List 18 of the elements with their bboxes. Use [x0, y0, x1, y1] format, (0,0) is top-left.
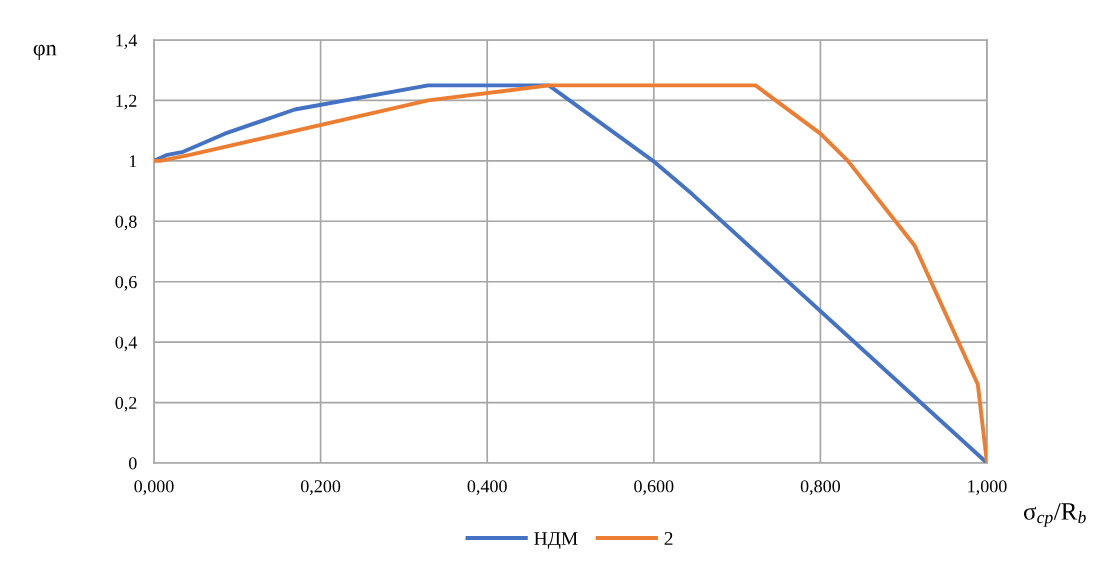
y-tick-label: 0,4: [115, 336, 138, 352]
y-tick-label: 1,4: [116, 34, 138, 50]
x-tick-label: 0,400: [467, 480, 507, 495]
y-tick-label: 0,2: [115, 396, 137, 412]
legend-label: НДМ: [534, 532, 578, 550]
x-axis-title: σ$_{ср}$/R$_{b}$: [1023, 503, 1086, 527]
legend-label: 2: [664, 532, 673, 545]
y-tick-label: 0: [128, 457, 137, 470]
x-tick-label: 0,600: [634, 480, 674, 495]
x-tick-label: 0,200: [300, 480, 341, 495]
y-axis-title: φn: [33, 44, 57, 61]
x-tick-label: 0,800: [800, 480, 841, 495]
y-tick-label: 0,6: [115, 275, 137, 291]
y-tick-label: 1: [129, 155, 137, 168]
y-tick-label: 1,2: [116, 94, 137, 110]
y-tick-label: 0,8: [115, 215, 137, 231]
x-tick-label: 0,000: [134, 480, 174, 495]
x-tick-label: 1,000: [968, 480, 1007, 495]
